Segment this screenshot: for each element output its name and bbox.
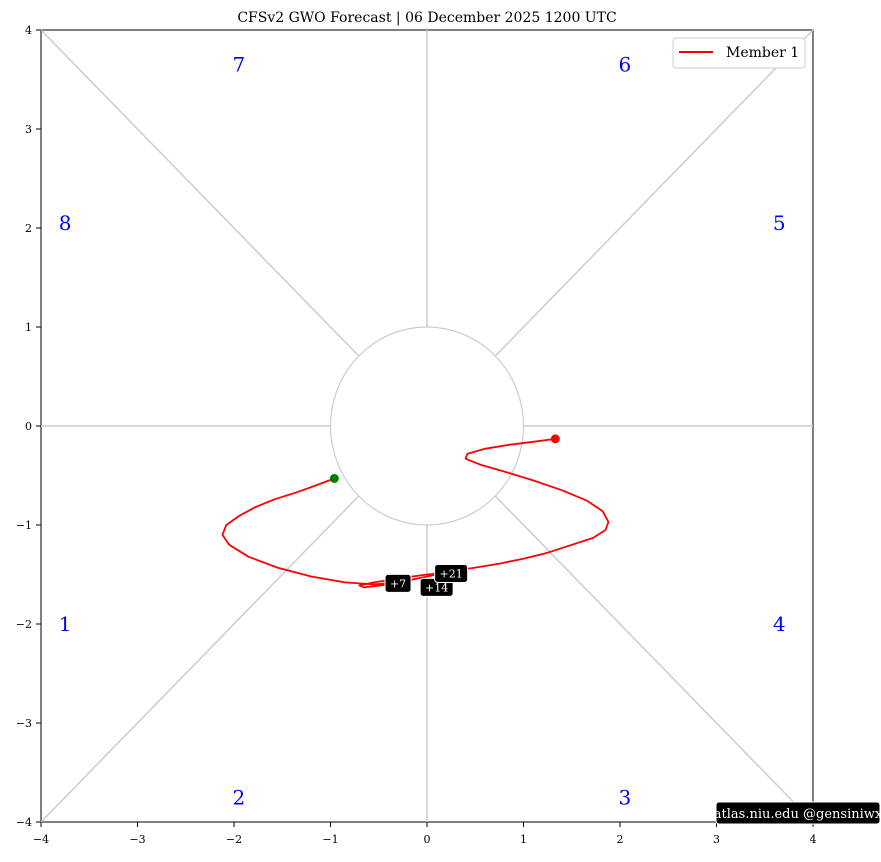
credit-box: [715, 801, 881, 825]
y-tick-label: 1: [25, 321, 32, 334]
phase-label-1: 1: [59, 612, 72, 636]
legend-label: Member 1: [726, 45, 799, 61]
start-point-marker: [550, 434, 560, 444]
y-tick-label: 0: [25, 420, 32, 433]
y-tick-label: −1: [16, 519, 32, 532]
y-tick-label: −3: [16, 717, 32, 730]
x-tick-label: −1: [322, 833, 338, 846]
phase-guide-lines: [40, 29, 814, 823]
y-tick-label: 2: [25, 222, 32, 235]
phase-label-2: 2: [232, 785, 245, 809]
x-tick-label: 1: [520, 833, 527, 846]
axis-ticks: −4 −3 −2 −1 0 1 2 3 4 −4 −3 −2 −1 0 1 2 3 4: [16, 24, 817, 846]
day-label-box: [434, 564, 469, 584]
y-tick-label: −2: [16, 618, 32, 631]
phase-label-4: 4: [773, 612, 786, 636]
x-tick-label: 0: [424, 833, 431, 846]
legend: Member 1: [672, 37, 806, 69]
day-label: +14: [425, 581, 448, 594]
unit-circle: [329, 326, 525, 526]
x-tick-label: 4: [810, 833, 817, 846]
center-circle: [329, 326, 525, 526]
phase-label-5: 5: [773, 211, 786, 235]
x-tick-label: 2: [617, 833, 624, 846]
day-label: +21: [440, 568, 463, 581]
phase-label-8: 8: [59, 211, 72, 235]
phase-label-3: 3: [618, 785, 631, 809]
phase-label-7: 7: [232, 53, 245, 77]
day-labels: +7 +14+21: [384, 564, 469, 597]
phase-boundary-line: [40, 29, 360, 357]
phase-boundary-line: [494, 495, 814, 823]
phase-label-6: 6: [618, 53, 631, 77]
legend-box: [672, 37, 806, 69]
credit-text: atlas.niu.edu @gensiniwx: [714, 807, 881, 822]
x-tick-label: −4: [33, 833, 49, 846]
y-tick-label: −4: [16, 816, 32, 829]
day-label-box: [384, 573, 412, 593]
x-tick-label: 3: [713, 833, 720, 846]
phase-labels: 1 2 3 4 5 6 7 8: [59, 53, 786, 810]
end-point-marker: [329, 473, 339, 483]
x-tick-label: −2: [226, 833, 242, 846]
y-tick-label: 4: [25, 24, 32, 37]
credit-badge: atlas.niu.edu @gensiniwx: [714, 801, 881, 825]
x-tick-label: −3: [129, 833, 145, 846]
y-tick-label: 3: [25, 123, 32, 136]
phase-boundary-line: [494, 29, 814, 357]
chart-title: CFSv2 GWO Forecast | 06 December 2025 12…: [237, 10, 616, 26]
day-label: +7: [390, 577, 406, 590]
phase-boundary-line: [40, 495, 360, 823]
